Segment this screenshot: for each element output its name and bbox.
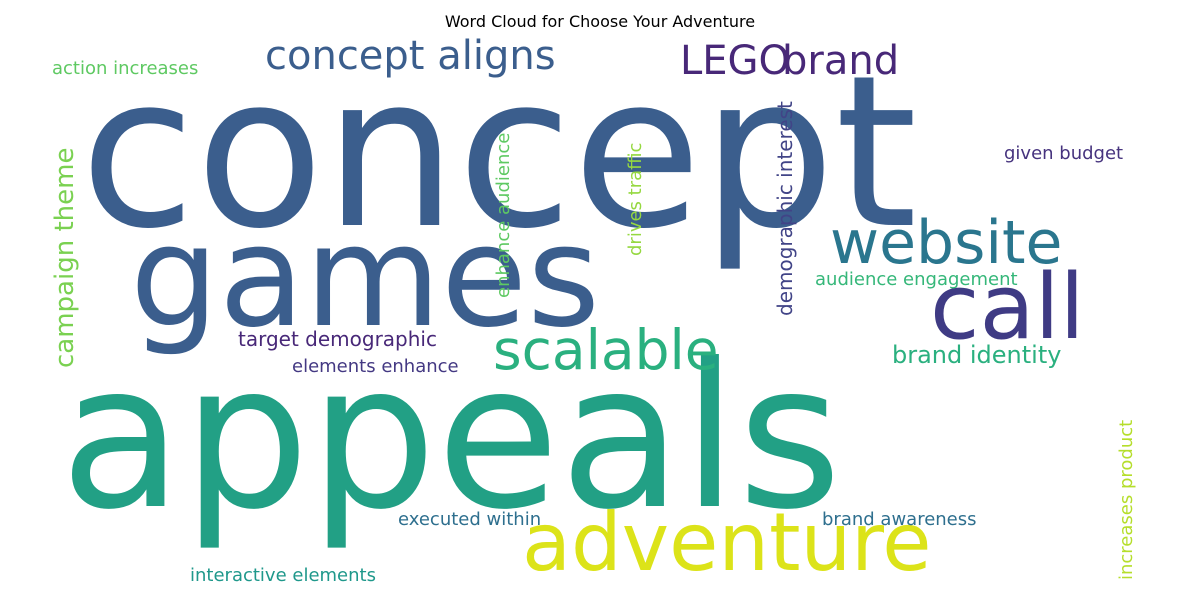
word-executed-within: executed within [398,509,542,530]
word-audience-engagement: audience engagement [815,269,1018,290]
word-increases-product: increases product [1116,419,1137,580]
word-scalable: scalable [493,318,719,382]
word-demographic-interest: demographic interest [773,101,797,316]
word-brand: brand [782,38,900,84]
word-appeals: appeals [60,321,842,554]
word-brand-awareness: brand awareness [822,509,977,530]
word-drives-traffic: drives traffic [625,142,646,256]
word-elements-enhance: elements enhance [292,356,459,377]
word-brand-identity: brand identity [892,341,1062,369]
word-given-budget: given budget [1004,143,1124,164]
word-adventure: adventure [522,496,932,589]
word-campaign-theme: campaign theme [50,147,80,368]
chart-title: Word Cloud for Choose Your Adventure [444,12,756,31]
word-target-demographic: target demographic [238,327,437,351]
word-interactive-elements: interactive elements [190,565,376,586]
word-website: website [830,208,1063,278]
word-action-increases: action increases [52,58,199,79]
word-cloud: concept appeals games adventure call website s… [40,38,1160,594]
word-enhance-audience: enhance audience [493,132,514,298]
word-concept: concept [80,38,918,275]
word-lego: LEGO [680,38,791,84]
word-call: call [930,255,1085,360]
word-games: games [130,196,601,359]
word-concept-aligns: concept aligns [265,38,556,79]
